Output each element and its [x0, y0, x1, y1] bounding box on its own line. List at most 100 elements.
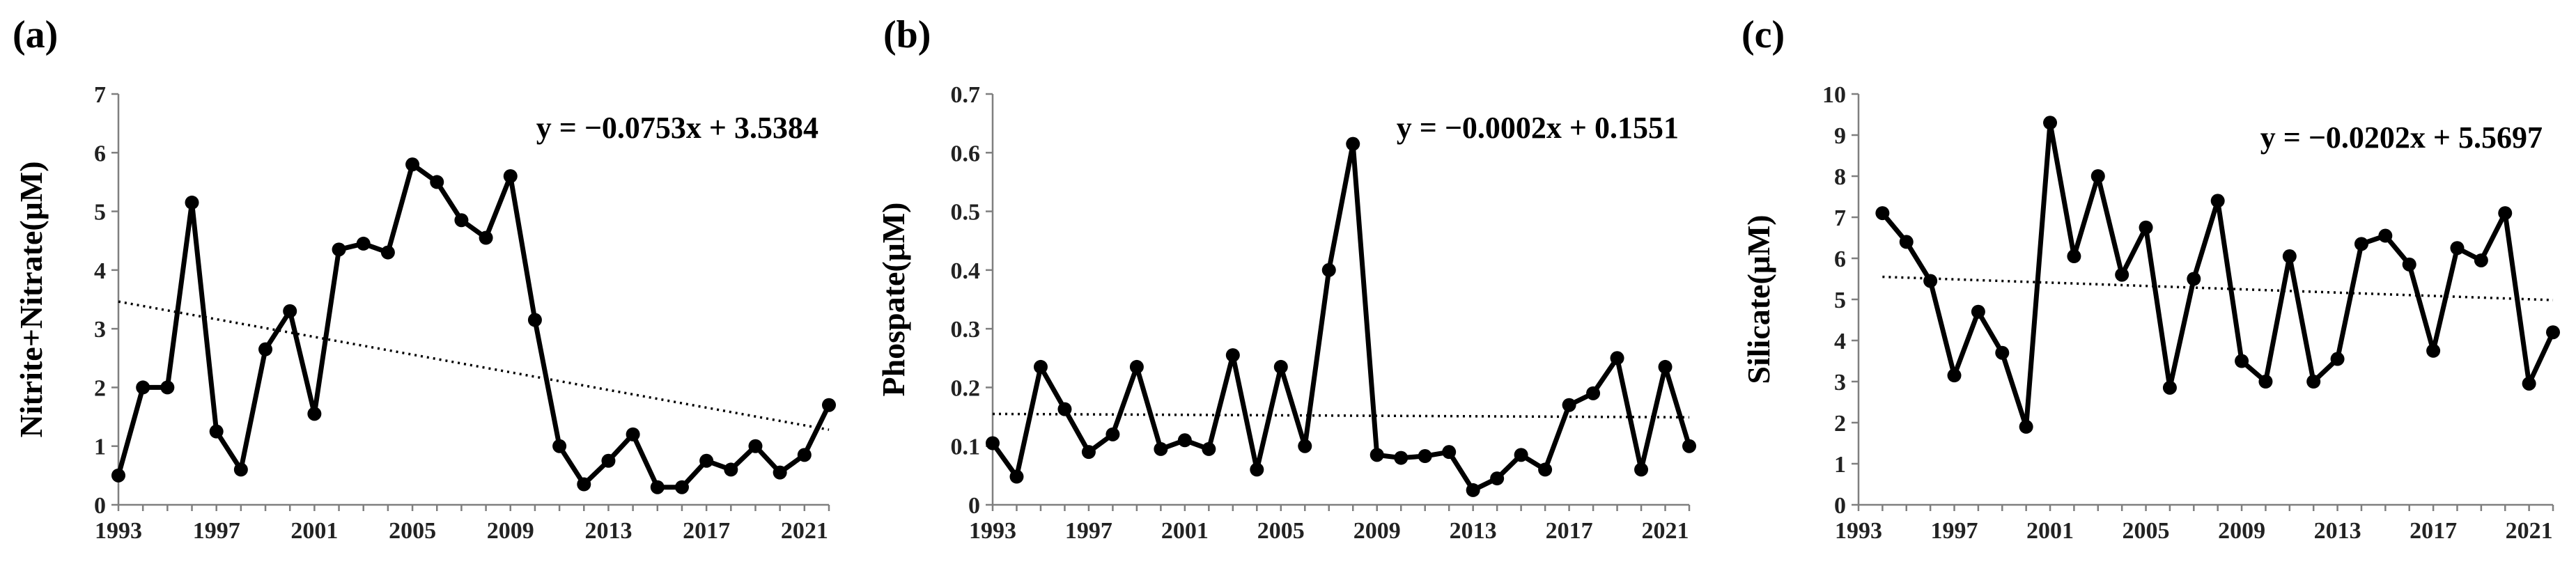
- series-line: [1880, 120, 2556, 430]
- data-point: [674, 480, 689, 494]
- data-point: [1154, 441, 1168, 456]
- data-point: [2067, 249, 2081, 264]
- data-point: [1442, 445, 1457, 460]
- data-point: [503, 169, 518, 183]
- data-point: [1586, 386, 1601, 400]
- trend-line: [1882, 275, 2554, 301]
- data-point: [1298, 439, 1312, 453]
- data-point: [1947, 368, 1962, 383]
- data-point: [724, 462, 738, 477]
- data-point: [1129, 359, 1144, 374]
- data-point: [1875, 206, 1890, 221]
- data-point: [1225, 348, 1240, 363]
- data-point: [1057, 402, 1072, 416]
- data-point: [2282, 249, 2297, 264]
- data-point: [1370, 448, 1384, 462]
- data-point: [986, 436, 1000, 451]
- data-point: [2019, 419, 2033, 434]
- chart-panel-3: (c) 0 1 2 3 4 5 6 7 8 9 10 1993 1997 2001 2005 2009 2013 2…: [1741, 13, 2560, 544]
- series-line: [116, 162, 832, 490]
- data-point: [2450, 241, 2465, 256]
- data-point: [2043, 116, 2058, 130]
- data-point: [1105, 427, 1120, 441]
- data-point: [307, 407, 322, 421]
- chart-panel-2: (b) 0 0.1 0.2 0.3 0.4 0.5 0.6 0.7 1993 1997 2001 200…: [876, 13, 1696, 544]
- data-point: [209, 424, 224, 439]
- y-tick-label: 9: [1834, 123, 1846, 149]
- trend-equation: y = −0.0002x + 0.1551: [1397, 111, 1679, 145]
- data-point: [1514, 448, 1528, 462]
- data-point: [1394, 451, 1409, 465]
- data-point: [233, 462, 248, 477]
- data-point: [527, 313, 542, 327]
- data-point: [185, 195, 199, 210]
- y-tick-label: 3: [94, 317, 106, 343]
- y-axis-title: Nitrite+Nitrate(μM): [13, 161, 49, 437]
- y-tick-label: 6: [1834, 246, 1846, 272]
- chart-panel-1: (a) 0 1 2 3 4 5 6 7 1993 1997 2001 2005 2009 2013 2017 2…: [13, 13, 836, 544]
- x-tick-label: 2013: [584, 518, 632, 544]
- data-point: [2235, 354, 2249, 368]
- x-tick-label: 2001: [1161, 518, 1209, 544]
- y-tick-label: 4: [1834, 329, 1846, 354]
- data-point: [111, 468, 125, 483]
- data-point: [650, 480, 665, 494]
- y-axis-title: Silicate(μM): [1741, 214, 1776, 384]
- data-point: [1346, 136, 1360, 151]
- data-point: [1971, 304, 1985, 319]
- y-tick-label: 0.1: [951, 434, 981, 460]
- y-tick-label: 7: [94, 82, 106, 108]
- y-tick-label: 0.6: [951, 141, 981, 166]
- data-point: [2306, 375, 2321, 389]
- data-point: [2426, 343, 2441, 358]
- y-tick-label: 2: [94, 375, 106, 401]
- y-tick-label: 0.2: [951, 375, 981, 401]
- y-tick-label: 1: [94, 434, 106, 460]
- data-point: [380, 245, 395, 260]
- data-point: [797, 448, 812, 462]
- data-point: [699, 453, 714, 468]
- data-point: [1923, 274, 1938, 288]
- data-point: [2115, 267, 2129, 282]
- x-tick-label: 2017: [683, 518, 730, 544]
- data-point: [2139, 220, 2153, 235]
- data-point: [1418, 449, 1432, 464]
- data-point: [1466, 483, 1480, 497]
- x-tick-label: 2009: [487, 518, 534, 544]
- data-point: [1490, 471, 1505, 486]
- y-tick-label: 3: [1834, 370, 1846, 395]
- data-point: [1538, 462, 1553, 477]
- data-point: [2522, 376, 2536, 391]
- x-tick-label: 2013: [2314, 518, 2361, 544]
- data-point: [2090, 169, 2105, 183]
- y-tick-label: 0.5: [951, 200, 981, 226]
- x-tick-label: 2021: [1642, 518, 1689, 544]
- x-tick-label: 2009: [1353, 518, 1401, 544]
- trend-line: [992, 412, 1690, 419]
- series-line: [991, 141, 1692, 493]
- panel-label: (b): [883, 13, 931, 56]
- y-tick-label: 10: [1822, 82, 1846, 108]
- data-point: [356, 236, 371, 251]
- x-tick-label: 2021: [2506, 518, 2553, 544]
- panel-label: (a): [13, 13, 58, 56]
- data-point: [1995, 345, 2010, 360]
- y-tick-label: 7: [1834, 205, 1846, 231]
- x-tick-label: 1997: [1931, 518, 1978, 544]
- data-point: [552, 439, 567, 453]
- data-point: [1009, 469, 1024, 484]
- y-tick-label: 0.4: [951, 258, 981, 284]
- data-point: [1033, 359, 1048, 374]
- data-point: [1634, 462, 1649, 477]
- data-point: [1610, 351, 1624, 366]
- y-tick-label: 5: [94, 200, 106, 226]
- y-tick-label: 6: [94, 141, 106, 166]
- x-tick-label: 2001: [2026, 518, 2074, 544]
- data-point: [1321, 263, 1336, 277]
- data-point: [1177, 433, 1192, 448]
- data-point: [1658, 359, 1673, 374]
- data-point: [258, 342, 273, 357]
- y-tick-label: 0: [94, 493, 106, 519]
- y-tick-label: 0: [1834, 493, 1846, 519]
- x-tick-label: 2009: [2218, 518, 2265, 544]
